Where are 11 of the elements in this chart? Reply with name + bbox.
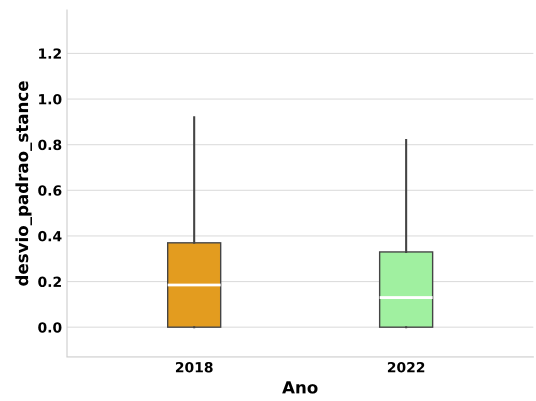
y-tick-label: 0.2 — [38, 276, 61, 288]
y-tick-label: 0.8 — [38, 140, 62, 150]
y-tick-label: 0.4 — [38, 230, 62, 242]
x-tick-label: 2022 — [388, 362, 424, 372]
x-axis-title: Ano — [282, 381, 318, 394]
y-tick-label: 1.2 — [39, 48, 61, 59]
y-tick-label: 0.0 — [38, 322, 62, 333]
y-tick-label: 1.0 — [39, 94, 62, 104]
y-tick-label: 0.6 — [38, 185, 62, 196]
y-axis-title: desvio_padrao_stance — [15, 81, 32, 286]
x-tick-label: 2018 — [176, 362, 213, 372]
